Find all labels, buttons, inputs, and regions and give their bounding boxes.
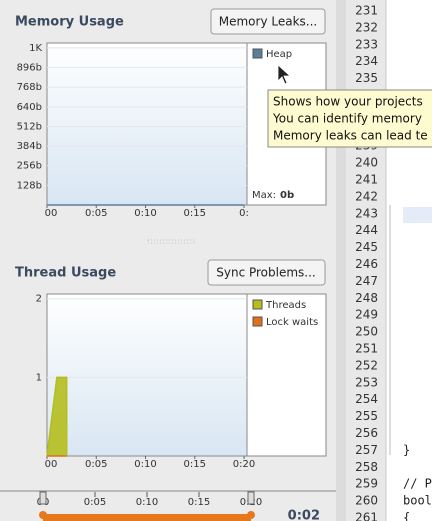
memory-leaks-button[interactable] xyxy=(210,8,326,35)
line-number: 253 xyxy=(355,375,378,389)
line-number: 258 xyxy=(355,460,378,474)
button-label[interactable]: Sync Problems... xyxy=(216,266,316,280)
timeline-tick-label: 0:15 xyxy=(188,497,210,508)
line-number: 256 xyxy=(355,426,378,440)
series-area xyxy=(47,377,67,456)
y-tick-label: 2 xyxy=(36,294,42,305)
line-number: 261 xyxy=(355,511,378,521)
x-tick-label: 0:15 xyxy=(184,208,206,219)
code-line: bool xyxy=(403,494,432,508)
y-tick-label: 896b xyxy=(17,63,42,74)
tooltip-line: Shows how your projects xyxy=(273,95,423,109)
line-number: 243 xyxy=(355,206,378,220)
line-number: 249 xyxy=(355,308,378,322)
line-number: 252 xyxy=(355,358,378,372)
button-label[interactable]: Memory Leaks... xyxy=(219,15,317,29)
line-number: 242 xyxy=(355,189,378,203)
thread-title: Thread Usage xyxy=(15,266,116,281)
legend-label: Threads xyxy=(265,300,306,311)
x-tick-label: 0:15 xyxy=(184,459,206,470)
line-number: 248 xyxy=(355,291,378,305)
plot-area xyxy=(46,42,248,206)
y-tick-label: 384b xyxy=(17,141,42,152)
memory-title: Memory Usage xyxy=(15,15,124,30)
code-area xyxy=(386,0,432,521)
line-number: 235 xyxy=(355,71,378,85)
code-line: // P xyxy=(403,477,432,491)
x-tick-label: 0:10 xyxy=(134,208,156,219)
y-tick-label: 1K xyxy=(29,43,42,54)
x-tick-label: 0:05 xyxy=(85,459,107,470)
y-tick-label: 128b xyxy=(17,180,42,191)
line-highlight xyxy=(403,207,432,223)
timeline-tick-label: 0:05 xyxy=(84,497,106,508)
line-number: 234 xyxy=(355,54,378,68)
series-line xyxy=(46,376,68,457)
x-tick-label: 0:05 xyxy=(85,208,107,219)
range-knob[interactable] xyxy=(247,511,255,519)
gutter xyxy=(346,0,386,521)
line-number: 254 xyxy=(355,392,378,406)
y-tick-label: 1 xyxy=(36,372,42,383)
line-number: 250 xyxy=(355,325,378,339)
line-number: 233 xyxy=(355,37,378,51)
y-tick-label: 640b xyxy=(17,102,42,113)
legend-label: Lock waits xyxy=(266,317,318,328)
legend-swatch xyxy=(252,299,263,310)
line-number: 246 xyxy=(355,257,378,271)
plot-area xyxy=(46,293,248,457)
y-tick-label: 256b xyxy=(17,161,42,172)
tooltip xyxy=(267,89,432,148)
mouse-cursor xyxy=(277,64,292,85)
line-number: 240 xyxy=(355,156,378,170)
tooltip-line: You can identify memory xyxy=(272,112,422,126)
elapsed-time: 0:02 xyxy=(288,509,320,521)
x-tick-label: 00 xyxy=(45,208,58,219)
tooltip-line: Memory leaks can lead te xyxy=(273,129,428,143)
x-tick-label: 00 xyxy=(45,459,58,470)
splitter[interactable] xyxy=(336,0,346,521)
line-number: 255 xyxy=(355,409,378,423)
grip-dots[interactable] xyxy=(147,239,196,244)
max-label: Max: xyxy=(252,190,276,201)
line-number: 260 xyxy=(355,494,378,508)
line-number: 245 xyxy=(355,240,378,254)
legend-swatch xyxy=(252,316,263,327)
line-number: 244 xyxy=(355,223,378,237)
legend-swatch xyxy=(252,48,263,59)
x-tick-label: 0: xyxy=(239,208,249,219)
x-tick-label: 0:10 xyxy=(134,459,156,470)
resize-grip[interactable] xyxy=(147,239,196,244)
timeline-range xyxy=(43,514,251,521)
code-line: } xyxy=(403,443,410,457)
line-number: 251 xyxy=(355,342,378,356)
range-handle[interactable] xyxy=(39,491,47,505)
range-handle[interactable] xyxy=(247,491,255,505)
max-value: 0b xyxy=(280,190,294,201)
line-number: 231 xyxy=(355,4,378,18)
line-number: 259 xyxy=(355,477,378,491)
legend-label: Heap xyxy=(266,49,292,60)
code-line: { xyxy=(403,511,410,521)
range-knob[interactable] xyxy=(39,511,47,519)
y-tick-label: 512b xyxy=(17,121,42,132)
line-number: 232 xyxy=(355,20,378,34)
timeline-tick-label: 0:10 xyxy=(136,497,158,508)
line-number: 241 xyxy=(355,173,378,187)
sync-problems-button[interactable] xyxy=(207,259,326,286)
line-number: 247 xyxy=(355,274,378,288)
x-tick-label: 0:20 xyxy=(233,459,255,470)
line-number: 257 xyxy=(355,443,378,457)
y-tick-label: 768b xyxy=(17,82,42,93)
